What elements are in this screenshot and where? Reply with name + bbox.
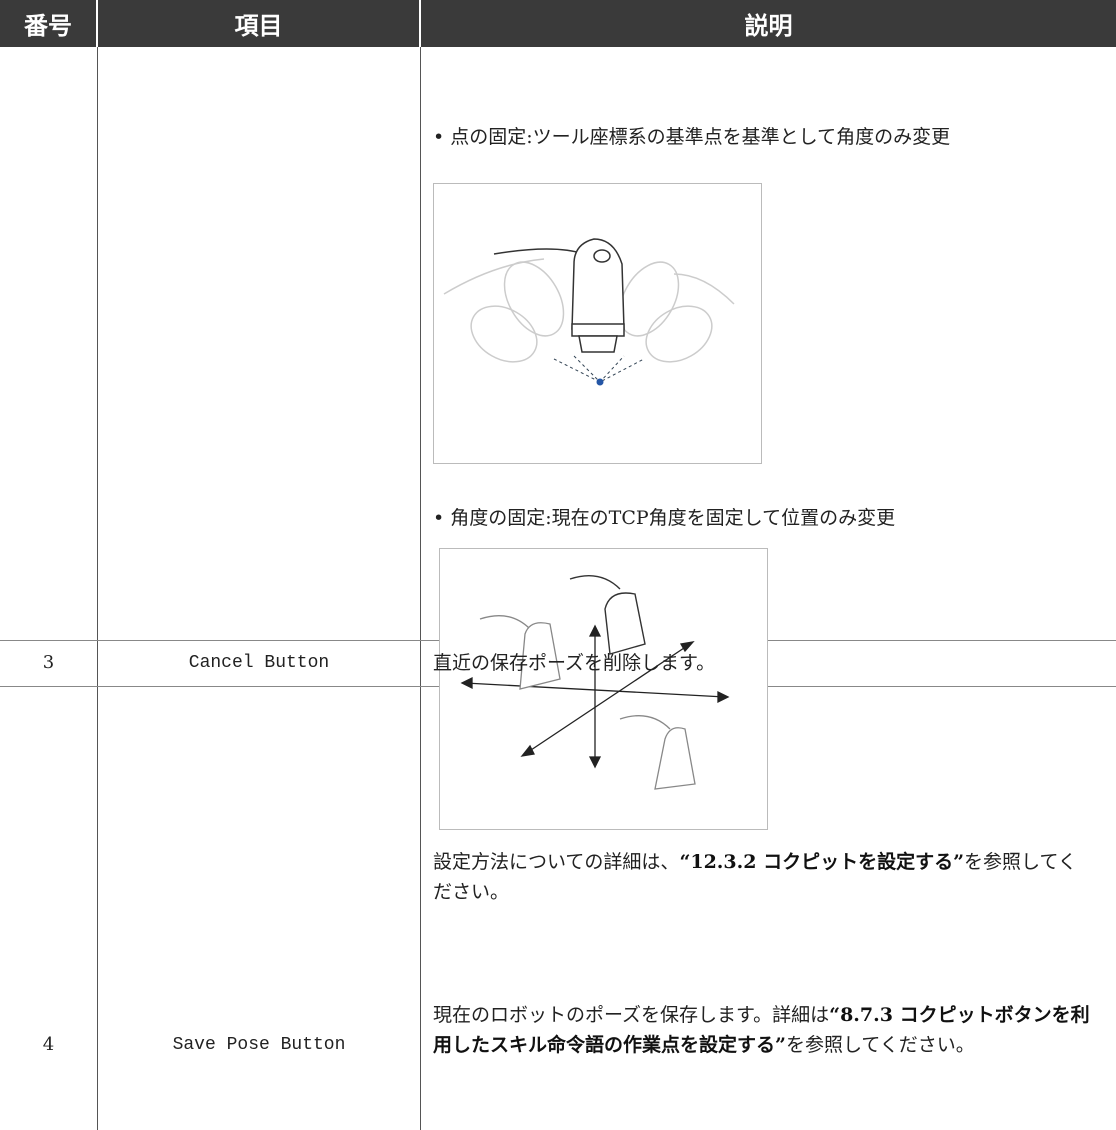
bullet-text: 角度の固定:現在のTCP角度を固定して位置のみ変更 (450, 507, 896, 529)
column-divider (420, 47, 421, 1130)
row-number: 3 (42, 652, 55, 673)
description-text: “8.7.3 コクピットボタンを利用したスキル命令語の作業点を設定する” (433, 1004, 1090, 1056)
row-number: 4 (42, 1034, 55, 1055)
description: 現在のロボットのポーズを保存します。詳細は“8.7.3 コクピットボタンを利用し… (433, 1000, 1105, 1060)
illustration (433, 183, 762, 464)
header-cell: 説明 (421, 0, 1116, 47)
note-text: 設定方法についての詳細は、 (433, 851, 680, 873)
note-text: を参照してください。 (433, 851, 1077, 903)
header-cell: 番号 (0, 0, 96, 47)
description: 直近の保存ポーズを削除します。 (433, 648, 1093, 678)
header-cell: 項目 (98, 0, 419, 47)
illustration (439, 548, 768, 830)
note-text: “12.3.2 コクピットを設定する” (679, 851, 965, 873)
column-divider (97, 47, 98, 1130)
note: 設定方法についての詳細は、“12.3.2 コクピットを設定する”を参照してくださ… (433, 847, 1093, 907)
bullet: • 角度の固定:現在のTCP角度を固定して位置のみ変更 (433, 507, 896, 529)
bullet: • 点の固定:ツール座標系の基準点を基準として角度のみ変更 (433, 126, 951, 148)
description-text: 現在のロボットのポーズを保存します。詳細は (433, 1004, 830, 1026)
description-text: を参照してください。 (785, 1034, 975, 1056)
description-text: 直近の保存ポーズを削除します。 (433, 652, 716, 674)
item-name: Save Pose Button (172, 1035, 346, 1055)
bullet-text: 点の固定:ツール座標系の基準点を基準として角度のみ変更 (450, 126, 951, 148)
item-name: Cancel Button (188, 653, 330, 673)
